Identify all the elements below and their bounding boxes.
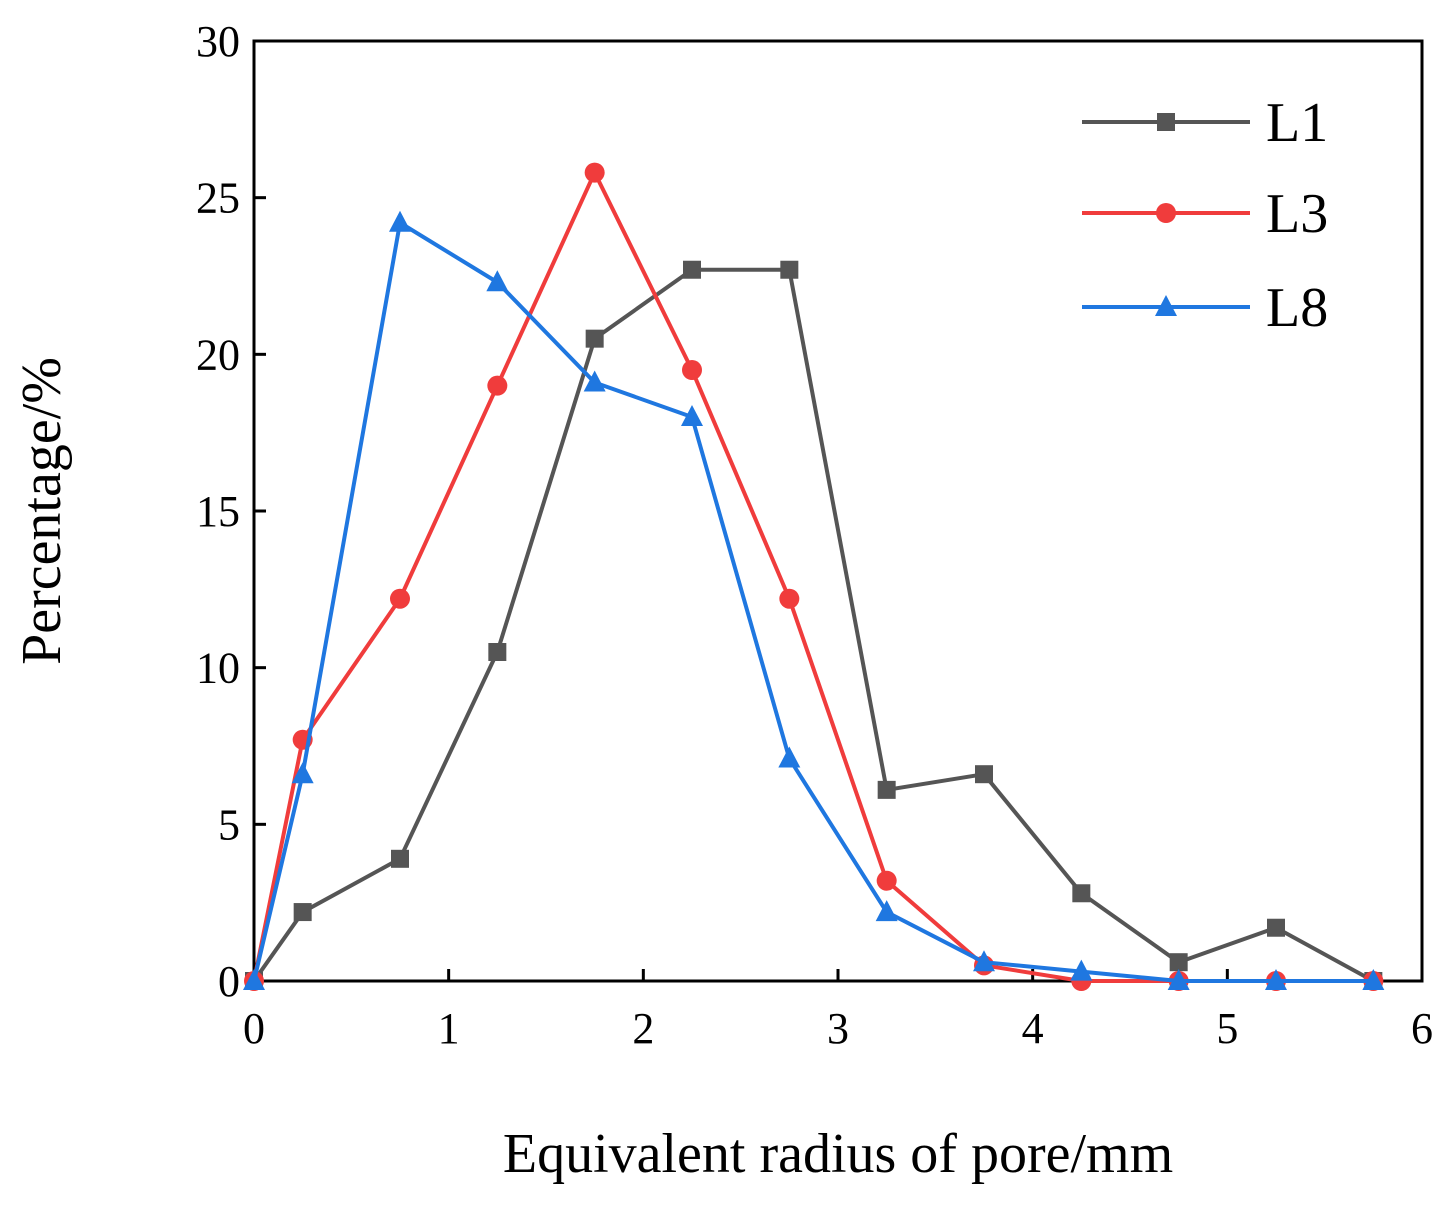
data-point-l8 <box>243 969 265 990</box>
data-point-l8 <box>583 370 606 392</box>
series-l1 <box>245 260 1383 990</box>
y-tick-label: 25 <box>196 174 240 223</box>
data-point-l1 <box>1169 953 1188 972</box>
legend-marker <box>1157 113 1175 131</box>
plot-frame <box>252 39 1424 983</box>
y-axis-title: Percentage/% <box>11 357 73 665</box>
data-point-l3 <box>779 588 800 609</box>
data-point-l8 <box>1362 969 1385 990</box>
series-l3 <box>244 162 1384 991</box>
x-tick-label: 5 <box>1216 1004 1238 1053</box>
legend-label: L3 <box>1266 183 1328 245</box>
data-point-l8 <box>1265 969 1287 990</box>
data-point-l1 <box>488 643 507 661</box>
x-tick-label: 4 <box>1022 1004 1044 1053</box>
legend-label: L1 <box>1266 92 1328 154</box>
data-point-l8 <box>291 762 314 784</box>
data-point-l3 <box>390 588 410 609</box>
data-point-l1 <box>1267 918 1285 937</box>
x-tick-label: 0 <box>243 1004 265 1053</box>
data-point-l1 <box>293 903 312 922</box>
data-point-l8 <box>681 405 703 426</box>
legend: L1 L3 L8 <box>1082 92 1328 339</box>
y-tick-label: 20 <box>196 330 240 379</box>
data-point-l8 <box>778 746 801 768</box>
data-point-l1 <box>1072 884 1091 903</box>
y-tick-label: 30 <box>196 17 240 66</box>
x-tick-label: 2 <box>632 1004 654 1053</box>
data-point-l8 <box>389 210 411 232</box>
y-tick-label: 5 <box>218 800 240 849</box>
x-tick-label: 1 <box>438 1004 460 1053</box>
legend-label: L8 <box>1266 277 1328 339</box>
legend-item-l1: L1 <box>1082 92 1328 154</box>
data-point-l3 <box>487 375 508 396</box>
data-point-l1 <box>780 260 799 279</box>
data-point-l8 <box>1070 959 1093 981</box>
data-point-l8 <box>973 950 995 972</box>
data-point-l1 <box>877 780 896 799</box>
data-point-l1 <box>975 765 993 784</box>
data-point-l1 <box>683 260 701 279</box>
series-line-l3 <box>252 170 1374 983</box>
legend-item-l8: L8 <box>1082 277 1328 339</box>
series-l8 <box>243 210 1385 990</box>
x-axis-title: Equivalent radius of pore/mm <box>503 1123 1173 1185</box>
data-point-l8 <box>486 270 509 292</box>
legend-item-l3: L3 <box>1082 183 1328 245</box>
y-tick-label: 0 <box>218 957 240 1006</box>
data-point-l1 <box>585 329 604 348</box>
data-point-l8 <box>1167 969 1190 990</box>
data-point-l3 <box>682 360 702 380</box>
legend-marker <box>1155 295 1177 316</box>
y-tick-label: 10 <box>196 644 240 693</box>
x-tick-label: 6 <box>1411 1004 1433 1053</box>
series-line-l8 <box>252 220 1374 983</box>
data-point-l8 <box>875 900 898 922</box>
series-line-l1 <box>252 267 1375 983</box>
data-point-l3 <box>876 870 897 891</box>
y-tick-label: 15 <box>196 487 240 536</box>
x-tick-label: 3 <box>827 1004 849 1053</box>
legend-marker <box>1156 203 1176 223</box>
data-point-l3 <box>584 162 605 183</box>
data-point-l1 <box>391 849 409 868</box>
